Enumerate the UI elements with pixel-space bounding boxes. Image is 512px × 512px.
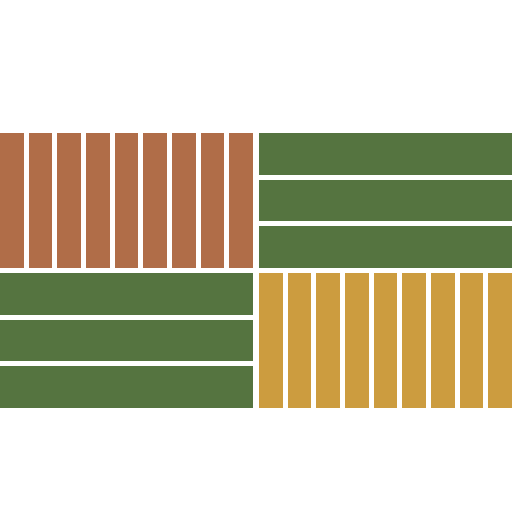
yellow-stripe	[431, 273, 455, 408]
orange-stripe	[200, 133, 225, 268]
yellow-stripe	[259, 273, 283, 408]
green-stripe	[0, 319, 253, 362]
bottom-right-stripe-block	[259, 273, 512, 408]
green-stripe	[0, 366, 253, 408]
yellow-stripe	[402, 273, 426, 408]
orange-stripe	[86, 133, 110, 268]
yellow-stripe	[488, 273, 512, 408]
green-stripe	[259, 179, 512, 222]
yellow-stripe	[316, 273, 340, 408]
orange-stripe	[114, 133, 139, 268]
orange-stripe	[0, 133, 24, 268]
green-stripe	[259, 133, 512, 175]
orange-stripe	[229, 133, 253, 268]
yellow-stripe	[459, 273, 484, 408]
top-left-stripe-block	[0, 133, 253, 268]
yellow-stripe	[287, 273, 312, 408]
bottom-left-stripe-block	[0, 273, 253, 408]
orange-stripe	[57, 133, 81, 268]
green-stripe	[259, 226, 512, 268]
yellow-stripe	[373, 273, 398, 408]
orange-stripe	[28, 133, 53, 268]
orange-stripe	[172, 133, 196, 268]
green-stripe	[0, 273, 253, 315]
top-right-stripe-block	[259, 133, 512, 268]
orange-stripe	[143, 133, 167, 268]
yellow-stripe	[345, 273, 369, 408]
